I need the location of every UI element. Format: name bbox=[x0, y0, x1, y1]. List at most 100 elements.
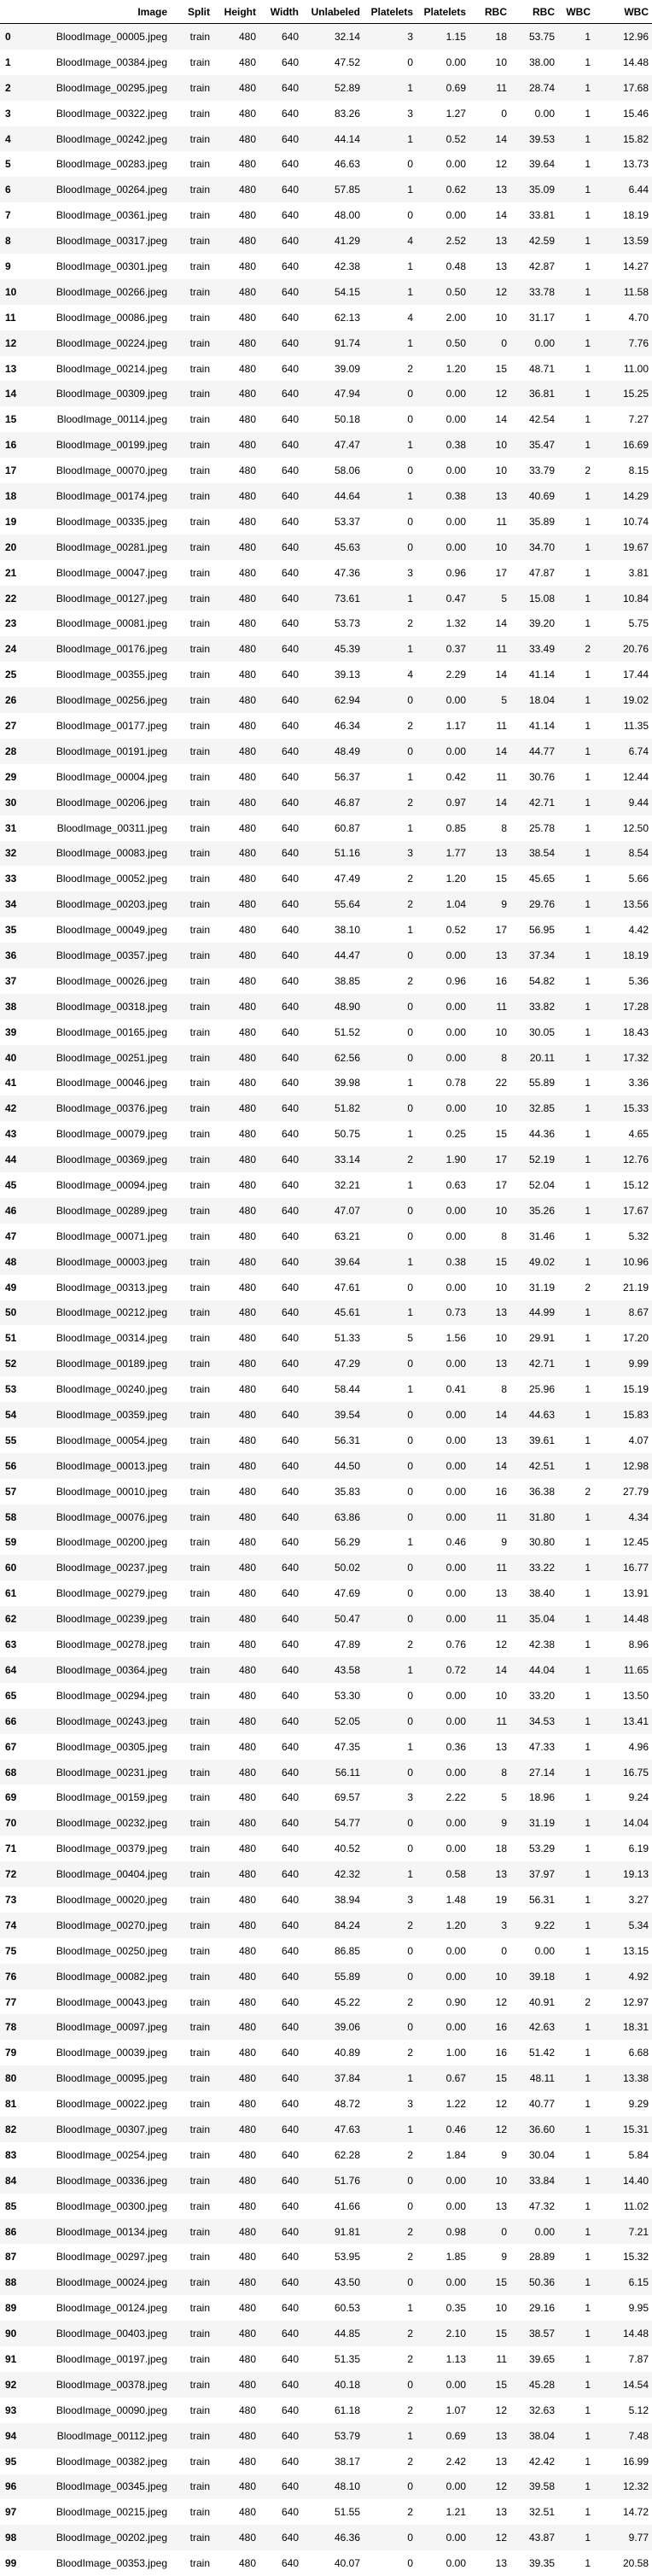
split-cell: train bbox=[171, 2040, 213, 2065]
rbc-percent-cell: 47.87 bbox=[510, 560, 558, 586]
rbc-count-cell: 0 bbox=[469, 101, 510, 126]
platelets-percent-cell: 0.38 bbox=[416, 1249, 469, 1275]
row-index-cell: 56 bbox=[0, 1453, 34, 1479]
split-cell: train bbox=[171, 2295, 213, 2321]
rbc-percent-cell: 33.49 bbox=[510, 636, 558, 662]
rbc-percent-cell: 38.40 bbox=[510, 1580, 558, 1606]
rbc-count-cell: 14 bbox=[469, 610, 510, 636]
width-cell: 640 bbox=[259, 586, 302, 611]
image-name-cell: BloodImage_00266.jpeg bbox=[34, 279, 171, 305]
wbc-percent-cell: 15.82 bbox=[594, 126, 652, 152]
rbc-count-cell: 15 bbox=[469, 356, 510, 382]
image-name-cell: BloodImage_00086.jpeg bbox=[34, 305, 171, 330]
width-cell: 640 bbox=[259, 1453, 302, 1479]
rbc-percent-cell: 42.42 bbox=[510, 2449, 558, 2474]
platelets-count-cell: 0 bbox=[364, 202, 416, 228]
rbc-count-cell: 13 bbox=[469, 1428, 510, 1453]
height-cell: 480 bbox=[213, 1224, 259, 1249]
rbc-percent-cell: 18.96 bbox=[510, 1785, 558, 1810]
rbc-count-cell: 13 bbox=[469, 177, 510, 202]
split-cell: train bbox=[171, 1964, 213, 1989]
platelets-percent-cell: 0.00 bbox=[416, 2168, 469, 2193]
platelets-percent-cell: 0.00 bbox=[416, 739, 469, 764]
rbc-percent-cell: 48.11 bbox=[510, 2065, 558, 2091]
rbc-percent-cell: 32.63 bbox=[510, 2398, 558, 2423]
split-cell: train bbox=[171, 432, 213, 458]
rbc-percent-cell: 42.38 bbox=[510, 1632, 558, 1657]
wbc-count-cell: 1 bbox=[558, 50, 594, 75]
platelets-count-cell: 0 bbox=[364, 1428, 416, 1453]
platelets-percent-cell: 1.13 bbox=[416, 2346, 469, 2372]
wbc-count-cell: 1 bbox=[558, 687, 594, 713]
platelets-percent-cell: 0.00 bbox=[416, 50, 469, 75]
unlabeled-cell: 41.66 bbox=[302, 2193, 364, 2219]
wbc-percent-cell: 8.54 bbox=[594, 841, 652, 867]
rbc-count-cell: 12 bbox=[469, 1989, 510, 2015]
wbc-count-cell: 1 bbox=[558, 2372, 594, 2398]
split-cell: train bbox=[171, 917, 213, 943]
rbc-percent-cell: 9.22 bbox=[510, 1913, 558, 1938]
wbc-percent-cell: 21.19 bbox=[594, 1275, 652, 1300]
rbc-percent-cell: 38.57 bbox=[510, 2321, 558, 2346]
platelets-count-cell: 3 bbox=[364, 1785, 416, 1810]
platelets-percent-cell: 0.46 bbox=[416, 1530, 469, 1556]
height-cell: 480 bbox=[213, 2269, 259, 2295]
split-cell: train bbox=[171, 1095, 213, 1121]
unlabeled-cell: 73.61 bbox=[302, 586, 364, 611]
width-header: Width bbox=[259, 0, 302, 24]
split-cell: train bbox=[171, 1938, 213, 1964]
height-cell: 480 bbox=[213, 483, 259, 509]
wbc-percent-cell: 4.70 bbox=[594, 305, 652, 330]
height-cell: 480 bbox=[213, 662, 259, 687]
wbc-count-cell: 2 bbox=[558, 1479, 594, 1504]
platelets-count-cell: 2 bbox=[364, 356, 416, 382]
row-index-cell: 86 bbox=[0, 2219, 34, 2245]
unlabeled-cell: 47.07 bbox=[302, 1198, 364, 1224]
platelets-count-cell: 2 bbox=[364, 2346, 416, 2372]
width-cell: 640 bbox=[259, 1913, 302, 1938]
rbc-count-cell: 13 bbox=[469, 1351, 510, 1376]
row-index-cell: 2 bbox=[0, 75, 34, 101]
rbc-percent-cell: 45.28 bbox=[510, 2372, 558, 2398]
width-cell: 640 bbox=[259, 2219, 302, 2245]
width-cell: 640 bbox=[259, 764, 302, 790]
rbc-percent-cell: 35.09 bbox=[510, 177, 558, 202]
platelets-count-header: Platelets bbox=[364, 0, 416, 24]
wbc-percent-cell: 10.84 bbox=[594, 586, 652, 611]
platelets-count-cell: 0 bbox=[364, 2269, 416, 2295]
row-index-cell: 6 bbox=[0, 177, 34, 202]
wbc-count-cell: 1 bbox=[558, 943, 594, 968]
rbc-percent-cell: 42.59 bbox=[510, 228, 558, 254]
unlabeled-cell: 69.57 bbox=[302, 1785, 364, 1810]
split-cell: train bbox=[171, 2346, 213, 2372]
platelets-count-cell: 1 bbox=[364, 1376, 416, 1402]
unlabeled-cell: 55.64 bbox=[302, 891, 364, 917]
split-cell: train bbox=[171, 866, 213, 891]
wbc-percent-cell: 11.58 bbox=[594, 279, 652, 305]
rbc-percent-cell: 39.58 bbox=[510, 2474, 558, 2500]
platelets-count-cell: 4 bbox=[364, 305, 416, 330]
wbc-percent-cell: 10.96 bbox=[594, 1249, 652, 1275]
height-cell: 480 bbox=[213, 560, 259, 586]
wbc-count-cell: 1 bbox=[558, 764, 594, 790]
split-cell: train bbox=[171, 1325, 213, 1351]
platelets-count-cell: 2 bbox=[364, 866, 416, 891]
platelets-count-cell: 0 bbox=[364, 151, 416, 177]
width-cell: 640 bbox=[259, 151, 302, 177]
wbc-count-cell: 1 bbox=[558, 2014, 594, 2040]
platelets-count-cell: 0 bbox=[364, 1045, 416, 1071]
platelets-percent-cell: 0.00 bbox=[416, 1351, 469, 1376]
unlabeled-cell: 53.37 bbox=[302, 509, 364, 534]
width-cell: 640 bbox=[259, 2168, 302, 2193]
platelets-count-cell: 1 bbox=[364, 177, 416, 202]
wbc-percent-cell: 13.15 bbox=[594, 1938, 652, 1964]
image-name-cell: BloodImage_00071.jpeg bbox=[34, 1224, 171, 1249]
unlabeled-cell: 38.94 bbox=[302, 1887, 364, 1913]
wbc-count-cell: 1 bbox=[558, 483, 594, 509]
